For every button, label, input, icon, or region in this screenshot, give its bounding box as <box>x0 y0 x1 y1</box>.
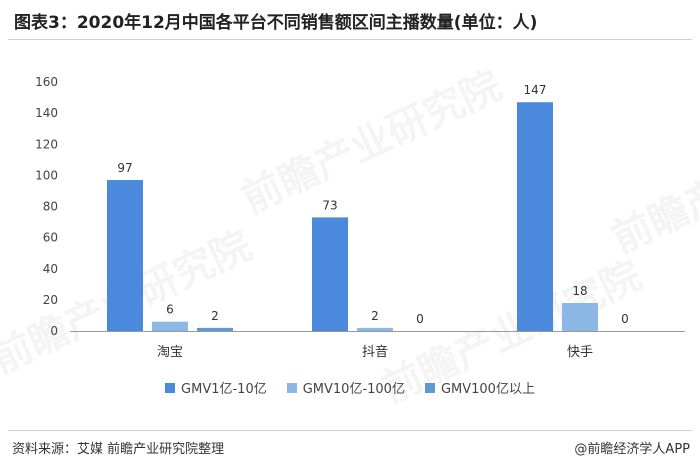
data-label: 97 <box>117 161 132 175</box>
data-label: 6 <box>166 303 174 317</box>
x-tick-label: 快手 <box>567 345 593 360</box>
legend-swatch <box>286 382 297 393</box>
y-tick-label: 60 <box>43 231 58 245</box>
data-label: 0 <box>621 312 629 326</box>
data-label: 0 <box>416 312 424 326</box>
footer-divider <box>8 430 692 431</box>
y-tick-label: 120 <box>35 137 58 151</box>
legend-label: GMV10亿-100亿 <box>302 382 405 397</box>
data-label: 147 <box>524 83 547 97</box>
y-tick-label: 160 <box>35 75 58 89</box>
title-divider <box>8 39 692 40</box>
legend-item: GMV10亿-100亿 <box>286 378 405 397</box>
legend-swatch <box>165 382 176 393</box>
brand-credit: @前瞻经济学人APP <box>574 442 690 457</box>
bar <box>312 217 348 331</box>
x-tick-label: 抖音 <box>362 344 388 360</box>
legend-item: GMV100亿以上 <box>424 378 535 397</box>
y-tick-label: 100 <box>35 168 58 182</box>
y-tick-label: 20 <box>43 293 58 307</box>
bar <box>517 102 553 331</box>
y-tick-label: 0 <box>50 324 58 338</box>
y-tick-label: 140 <box>35 106 58 120</box>
bar <box>107 180 143 331</box>
bar <box>197 327 233 331</box>
y-tick-label: 80 <box>43 200 58 214</box>
legend-label: GMV100亿以上 <box>440 382 535 397</box>
data-label: 2 <box>371 309 379 323</box>
y-tick-label: 40 <box>43 262 58 276</box>
chart-title: 图表3：2020年12月中国各平台不同销售额区间主播数量(单位：人) <box>14 13 538 33</box>
data-label: 2 <box>211 309 219 323</box>
bar <box>357 327 393 331</box>
bar <box>152 321 188 331</box>
legend-swatch <box>424 382 435 393</box>
data-label: 73 <box>322 198 337 212</box>
legend-item: GMV1亿-10亿 <box>165 378 267 397</box>
source-note: 资料来源：艾媒 前瞻产业研究院整理 <box>12 442 225 457</box>
data-label: 18 <box>572 284 587 298</box>
legend: GMV1亿-10亿 GMV10亿-100亿 GMV100亿以上 <box>0 378 700 397</box>
x-tick-label: 淘宝 <box>157 345 183 360</box>
bar <box>562 302 598 331</box>
legend-label: GMV1亿-10亿 <box>181 382 267 397</box>
